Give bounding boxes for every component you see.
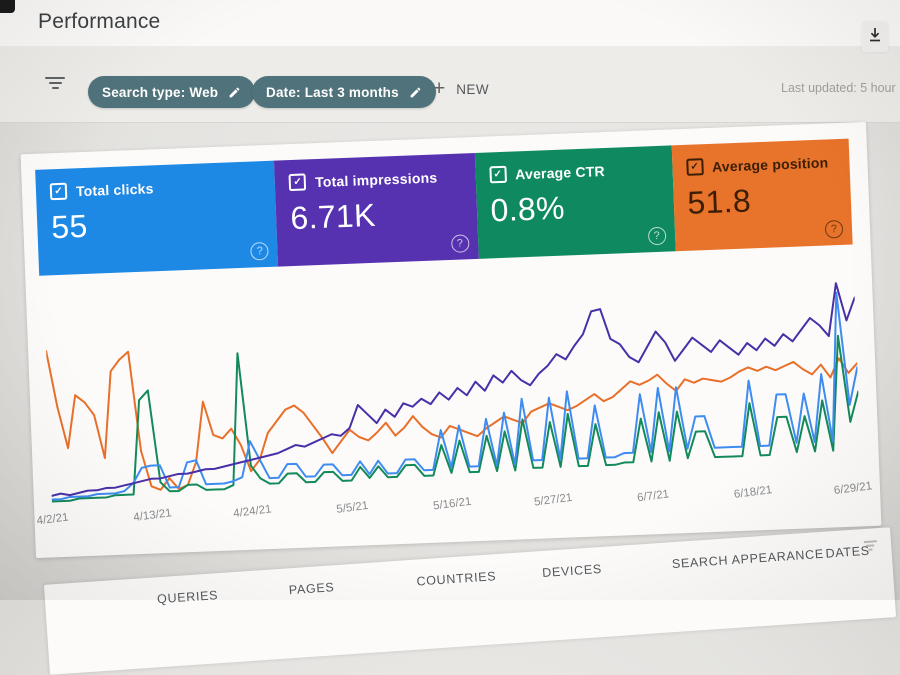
pencil-icon [228,86,241,99]
search-type-chip-label: Search type: Web [102,84,219,100]
metric-card-value: 51.8 [686,182,752,221]
last-updated-text: Last updated: 5 hour [781,81,896,95]
table-filter-icon[interactable] [863,540,878,553]
tab-queries[interactable]: QUERIES [156,588,219,607]
plus-icon: + [433,77,446,100]
download-icon [868,27,882,48]
x-axis-tick: 6/29/21 [833,480,873,498]
x-axis-tick: 6/18/21 [733,484,773,501]
performance-line-chart[interactable] [44,266,862,509]
metric-card-value: 6.71K [289,196,377,237]
x-axis-tick: 4/2/21 [35,511,70,528]
series-total-impressions [50,282,856,497]
new-filter-label: NEW [456,81,489,97]
metric-card-label: Total impressions [314,168,438,190]
question-circle-icon[interactable]: ? [450,234,470,253]
date-range-chip-label: Date: Last 3 months [266,84,399,100]
export-button[interactable] [862,22,888,52]
metric-card-label: Average position [711,153,829,175]
question-circle-icon[interactable]: ? [824,219,844,239]
search-type-chip[interactable]: Search type: Web [88,76,256,108]
search-console-screen: Performance Search type: Web Date: Last … [0,0,900,607]
tab-search-appearance[interactable]: SEARCH APPEARANCE [671,546,825,572]
filter-bar: Search type: Web Date: Last 3 months + N… [0,46,900,123]
new-filter-button[interactable]: + NEW [433,77,489,100]
tab-countries[interactable]: COUNTRIES [416,569,497,589]
metric-card-value: 55 [50,207,89,246]
screen-corner-shadow [0,0,15,13]
question-circle-icon[interactable]: ? [250,241,270,261]
x-axis-tick: 6/7/21 [636,488,670,505]
metric-card-label: Average CTR [514,162,606,182]
date-range-chip[interactable]: Date: Last 3 months [252,76,436,108]
checked-checkbox-icon[interactable]: ✓ [685,158,704,176]
title-bar: Performance [0,0,900,46]
metric-card-average-ctr[interactable]: ✓ Average CTR 0.8% ? [474,145,676,259]
tab-devices[interactable]: DEVICES [541,561,603,581]
metric-card-value: 0.8% [489,189,566,229]
x-axis-tick: 5/16/21 [432,495,473,513]
performance-chart-panel: ✓ Total clicks 55 ? ✓ Total impressions … [20,121,882,559]
series-average-ctr [50,334,860,503]
line-chart-svg [45,282,860,503]
page-title: Performance [38,10,161,33]
metric-card-total-impressions[interactable]: ✓ Total impressions 6.71K ? [274,152,479,267]
x-axis-tick: 5/27/21 [532,491,573,509]
filter-lines-icon[interactable] [44,77,66,93]
metric-card-total-clicks[interactable]: ✓ Total clicks 55 ? [35,160,279,276]
pencil-icon [409,86,422,99]
checked-checkbox-icon[interactable]: ✓ [49,182,68,201]
x-axis-tick: 4/13/21 [132,507,173,524]
checked-checkbox-icon[interactable]: ✓ [288,173,307,192]
series-total-clicks [50,291,859,501]
question-circle-icon[interactable]: ? [647,226,667,246]
metric-cards-row: ✓ Total clicks 55 ? ✓ Total impressions … [35,138,853,276]
x-axis-tick: 4/24/21 [232,503,273,521]
metric-card-label: Total clicks [75,179,154,199]
x-axis-tick: 5/5/21 [336,499,370,516]
tab-pages[interactable]: PAGES [288,580,335,598]
checked-checkbox-icon[interactable]: ✓ [488,165,507,184]
metric-card-average-position[interactable]: ✓ Average position 51.8 ? [671,138,853,252]
